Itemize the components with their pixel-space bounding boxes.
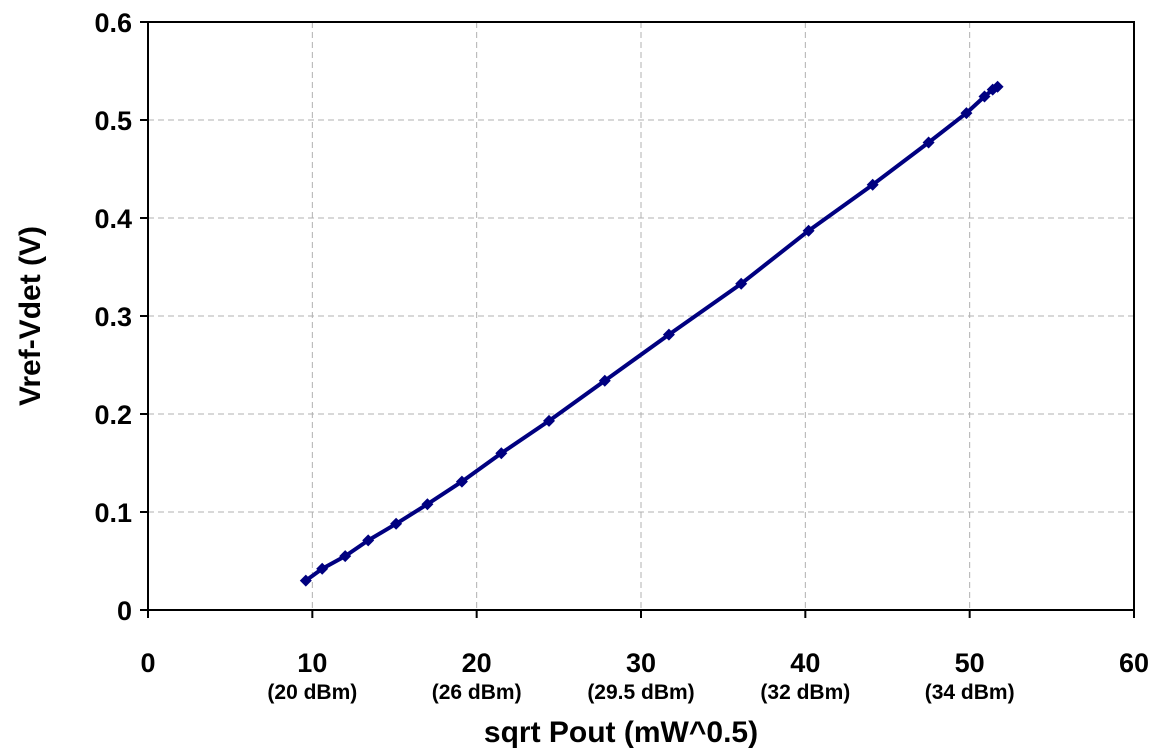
data-series — [299, 80, 1004, 587]
data-point — [390, 517, 403, 530]
data-point — [495, 447, 508, 460]
data-point — [339, 550, 352, 563]
y-tick-label: 0.1 — [94, 498, 132, 528]
data-point — [362, 534, 375, 547]
x-tick-label: 40 — [790, 648, 820, 678]
x-tick-label: 0 — [140, 648, 155, 678]
x-tick-sublabel: (32 dBm) — [760, 681, 850, 704]
data-point — [598, 374, 611, 387]
y-tick-label: 0.5 — [94, 106, 132, 136]
data-point — [802, 224, 815, 237]
x-tick-label: 20 — [462, 648, 492, 678]
y-tick-label: 0.2 — [94, 400, 132, 430]
data-point — [543, 414, 555, 427]
x-tick-sublabel: (20 dBm) — [267, 681, 357, 704]
x-tick-sublabel: (34 dBm) — [925, 681, 1015, 704]
grid-lines — [148, 22, 1134, 610]
data-point — [735, 277, 748, 290]
x-tick-sublabel: (29.5 dBm) — [587, 681, 694, 704]
y-tick-label: 0 — [117, 596, 132, 626]
y-tick-label: 0.3 — [94, 302, 132, 332]
x-tick-label: 30 — [626, 648, 656, 678]
y-axis-title: Vref-Vdet (V) — [14, 226, 47, 406]
x-tick-label: 50 — [955, 648, 985, 678]
x-tick-sublabel: (26 dBm) — [432, 681, 522, 704]
data-point — [978, 90, 991, 103]
x-tick-label: 10 — [297, 648, 327, 678]
axis-ticks: 0 0.1 0.2 0.3 0.4 0.5 0.6 0 10 (20 dBm) 20 (26 dBm)… — [94, 8, 1149, 704]
data-point — [421, 498, 434, 511]
x-axis-title: sqrt Pout (mW^0.5) — [484, 716, 758, 749]
x-tick-label: 60 — [1119, 648, 1149, 678]
data-point — [662, 328, 675, 341]
data-point — [455, 475, 468, 488]
data-point — [866, 178, 879, 191]
data-point — [299, 574, 312, 587]
data-point — [922, 136, 935, 149]
y-tick-label: 0.6 — [94, 8, 132, 38]
data-point — [960, 107, 973, 120]
data-point — [316, 562, 329, 575]
y-tick-label: 0.4 — [94, 204, 132, 234]
data-point — [991, 80, 1004, 93]
series-line — [303, 84, 1000, 583]
